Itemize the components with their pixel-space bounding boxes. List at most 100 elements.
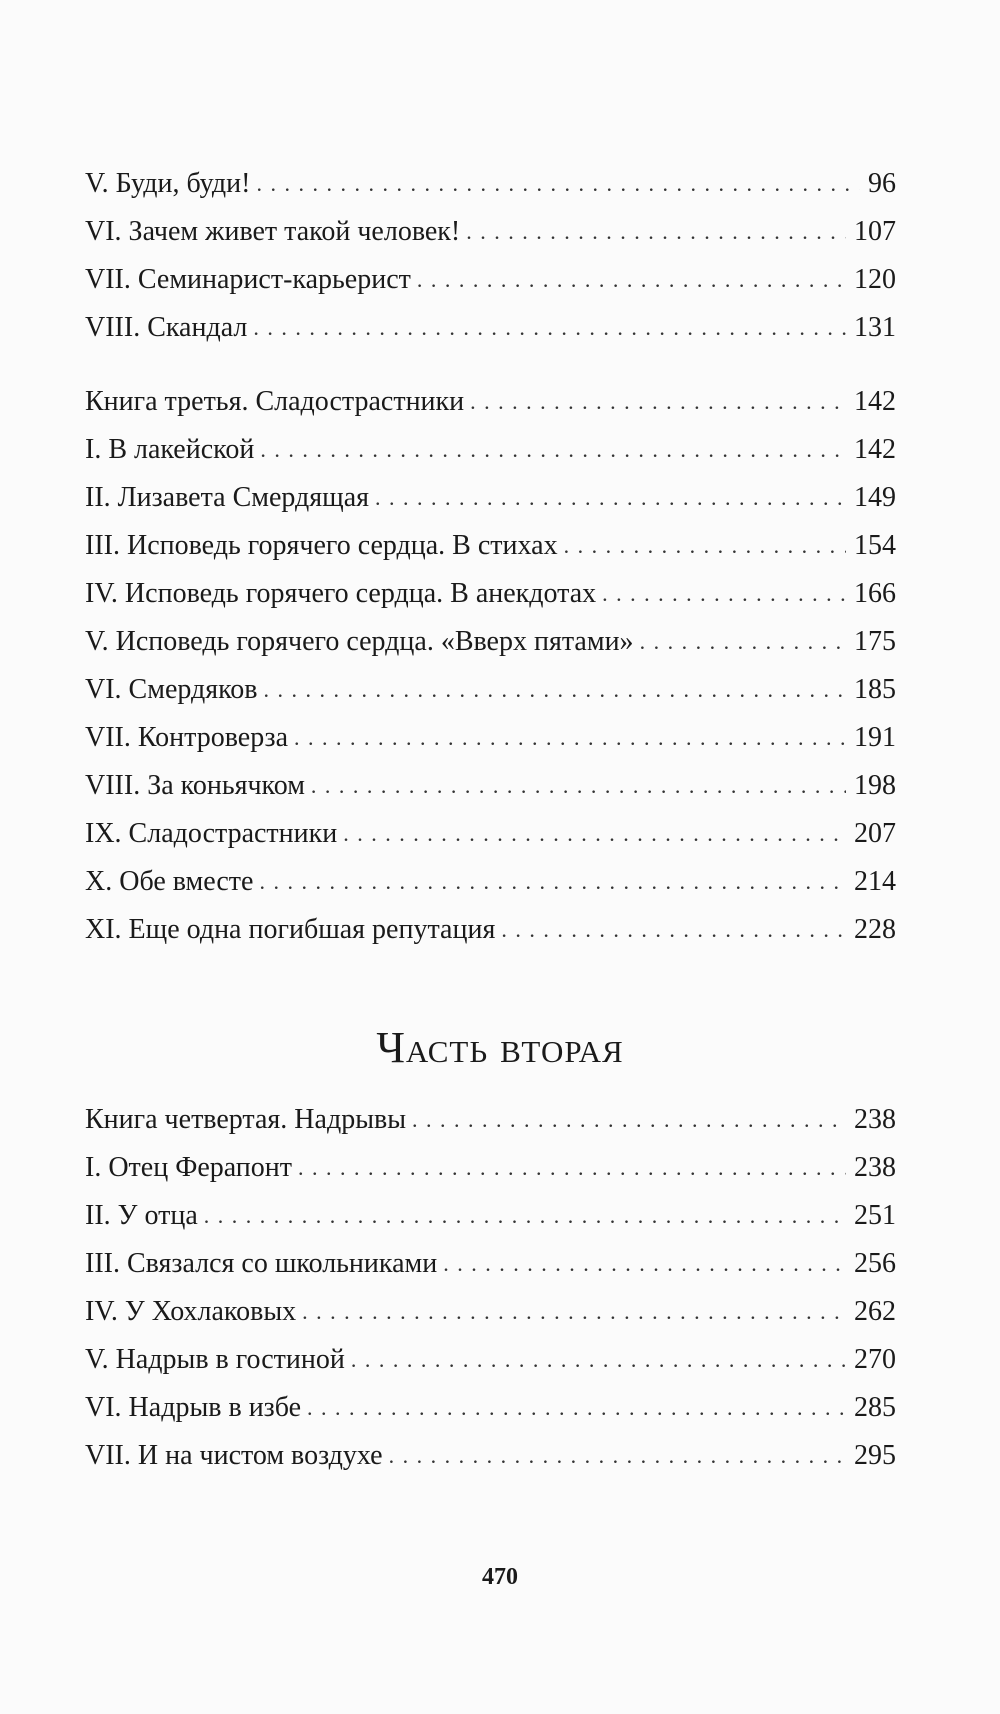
dot-leader — [389, 1443, 846, 1469]
toc-entry-page: 175 — [854, 626, 896, 657]
toc-entry-page: 107 — [854, 216, 896, 247]
toc-entry: V. Исповедь горячего сердца. «Вверх пята… — [85, 618, 896, 666]
dot-leader — [307, 1395, 846, 1421]
toc-entry-page: 191 — [854, 722, 896, 753]
toc-entry: VI. Смердяков 185 — [85, 666, 896, 714]
dot-leader — [470, 389, 846, 415]
toc-entry-title: XI. Еще одна погибшая репутация — [85, 914, 496, 945]
toc-entry-title: V. Исповедь горячего сердца. «Вверх пята… — [85, 626, 634, 657]
toc-entry-page: 207 — [854, 818, 896, 849]
dot-leader — [256, 171, 860, 197]
dot-leader — [264, 677, 846, 703]
toc-entry-title: V. Буди, буди! — [85, 168, 251, 199]
toc-entry-page: 120 — [854, 264, 896, 295]
toc-entry-title: VI. Надрыв в избе — [85, 1392, 302, 1423]
toc-entry-page: 295 — [854, 1440, 896, 1471]
toc-entry: Книга четвертая. Надрывы 238 — [85, 1096, 896, 1144]
dot-leader — [466, 219, 846, 245]
dot-leader — [640, 629, 846, 655]
toc-entry: VII. И на чистом воздухе 295 — [85, 1432, 896, 1480]
toc-entry: VI. Зачем живет такой человек! 107 — [85, 208, 896, 256]
toc-entry: VII. Семинарист-карьерист 120 — [85, 256, 896, 304]
toc-entry-title: VIII. За коньячком — [85, 770, 305, 801]
toc-entry: VIII. Скандал 131 — [85, 304, 896, 352]
dot-leader — [564, 533, 846, 559]
toc-entry-page: 142 — [854, 434, 896, 465]
dot-leader — [302, 1299, 846, 1325]
toc-section-book-three: Книга третья. Сладострастники142I. В лак… — [85, 378, 896, 954]
toc-entry: V. Надрыв в гостиной 270 — [85, 1336, 896, 1384]
dot-leader — [351, 1347, 846, 1373]
toc-entry: VII. Контроверза 191 — [85, 714, 896, 762]
toc-entry-title: VII. Контроверза — [85, 722, 289, 753]
toc-entry-title: VII. И на чистом воздухе — [85, 1440, 383, 1471]
dot-leader — [602, 581, 846, 607]
dot-leader — [375, 485, 846, 511]
toc-entry-title: X. Обе вместе — [85, 866, 254, 897]
toc-entry-title: III. Связался со школьниками — [85, 1248, 438, 1279]
toc-entry-title: VIII. Скандал — [85, 312, 248, 343]
dot-leader — [260, 437, 846, 463]
dot-leader — [412, 1107, 846, 1133]
toc-entry-page: 256 — [854, 1248, 896, 1279]
dot-leader — [204, 1203, 846, 1229]
dot-leader — [259, 869, 846, 895]
toc-entry-page: 154 — [854, 530, 896, 561]
toc-entry-title: IX. Сладострастники — [85, 818, 338, 849]
dot-leader — [311, 773, 846, 799]
toc-section-book-two-end: V. Буди, буди! 96 VI. Зачем живет такой че… — [85, 160, 896, 352]
toc-entry-page: 142 — [854, 386, 896, 417]
toc-entry-page: 166 — [854, 578, 896, 609]
toc-entry-page: 149 — [854, 482, 896, 513]
dot-leader — [298, 1155, 846, 1181]
toc-entry-page: 251 — [854, 1200, 896, 1231]
toc-entry-page: 185 — [854, 674, 896, 705]
toc-entry: I. Отец Ферапонт 238 — [85, 1144, 896, 1192]
toc-entry: VI. Надрыв в избе 285 — [85, 1384, 896, 1432]
toc-entry-page: 238 — [854, 1104, 896, 1135]
toc-entry-page: 96 — [868, 168, 896, 199]
toc-entry: Книга третья. Сладострастники 142 — [85, 378, 896, 426]
toc-entry-title: V. Надрыв в гостиной — [85, 1344, 345, 1375]
toc-entry-title: Книга третья. Сладострастники — [85, 386, 465, 417]
toc-entry-title: VI. Зачем живет такой человек! — [85, 216, 461, 247]
toc-entry: II. Лизавета Смердящая 149 — [85, 474, 896, 522]
toc-entry-title: II. У отца — [85, 1200, 198, 1231]
toc-entry-title: Книга четвертая. Надрывы — [85, 1104, 407, 1135]
toc-entry-page: 238 — [854, 1152, 896, 1183]
toc-entry: V. Буди, буди! 96 — [85, 160, 896, 208]
toc-entry-title: IV. Исповедь горячего сердца. В анекдота… — [85, 578, 597, 609]
toc-entry: VIII. За коньячком 198 — [85, 762, 896, 810]
toc-entry-page: 270 — [854, 1344, 896, 1375]
toc-entry-title: I. В лакейской — [85, 434, 255, 465]
dot-leader — [443, 1251, 846, 1277]
page-number: 470 — [482, 1564, 518, 1590]
toc-entry: II. У отца 251 — [85, 1192, 896, 1240]
toc-entry-title: II. Лизавета Смердящая — [85, 482, 370, 513]
toc-entry-page: 131 — [854, 312, 896, 343]
toc-entry-title: III. Исповедь горячего сердца. В стихах — [85, 530, 558, 561]
toc-entry-page: 228 — [854, 914, 896, 945]
toc-entry: XI. Еще одна погибшая репутация 228 — [85, 906, 896, 954]
toc-entry-title: IV. У Хохлаковых — [85, 1296, 297, 1327]
toc-entry-page: 285 — [854, 1392, 896, 1423]
toc-entry: IX. Сладострастники 207 — [85, 810, 896, 858]
toc-entry: X. Обе вместе 214 — [85, 858, 896, 906]
toc-entry-page: 262 — [854, 1296, 896, 1327]
dot-leader — [417, 267, 846, 293]
toc-entry-title: I. Отец Ферапонт — [85, 1152, 293, 1183]
toc-entry-title: VII. Семинарист-карьерист — [85, 264, 411, 295]
toc-entry: IV. У Хохлаковых 262 — [85, 1288, 896, 1336]
toc-entry-page: 198 — [854, 770, 896, 801]
toc-entry: III. Исповедь горячего сердца. В стихах 1… — [85, 522, 896, 570]
part-heading: Часть вторая — [376, 1023, 624, 1072]
toc-entry: I. В лакейской 142 — [85, 426, 896, 474]
toc-entry-title: VI. Смердяков — [85, 674, 258, 705]
toc-entry: IV. Исповедь горячего сердца. В анекдота… — [85, 570, 896, 618]
dot-leader — [343, 821, 846, 847]
toc-entry-page: 214 — [854, 866, 896, 897]
dot-leader — [501, 917, 846, 943]
toc-section-book-four: Книга четвертая. Надрывы238I. Отец Ферап… — [85, 1096, 896, 1480]
dot-leader — [253, 315, 846, 341]
dot-leader — [294, 725, 846, 751]
